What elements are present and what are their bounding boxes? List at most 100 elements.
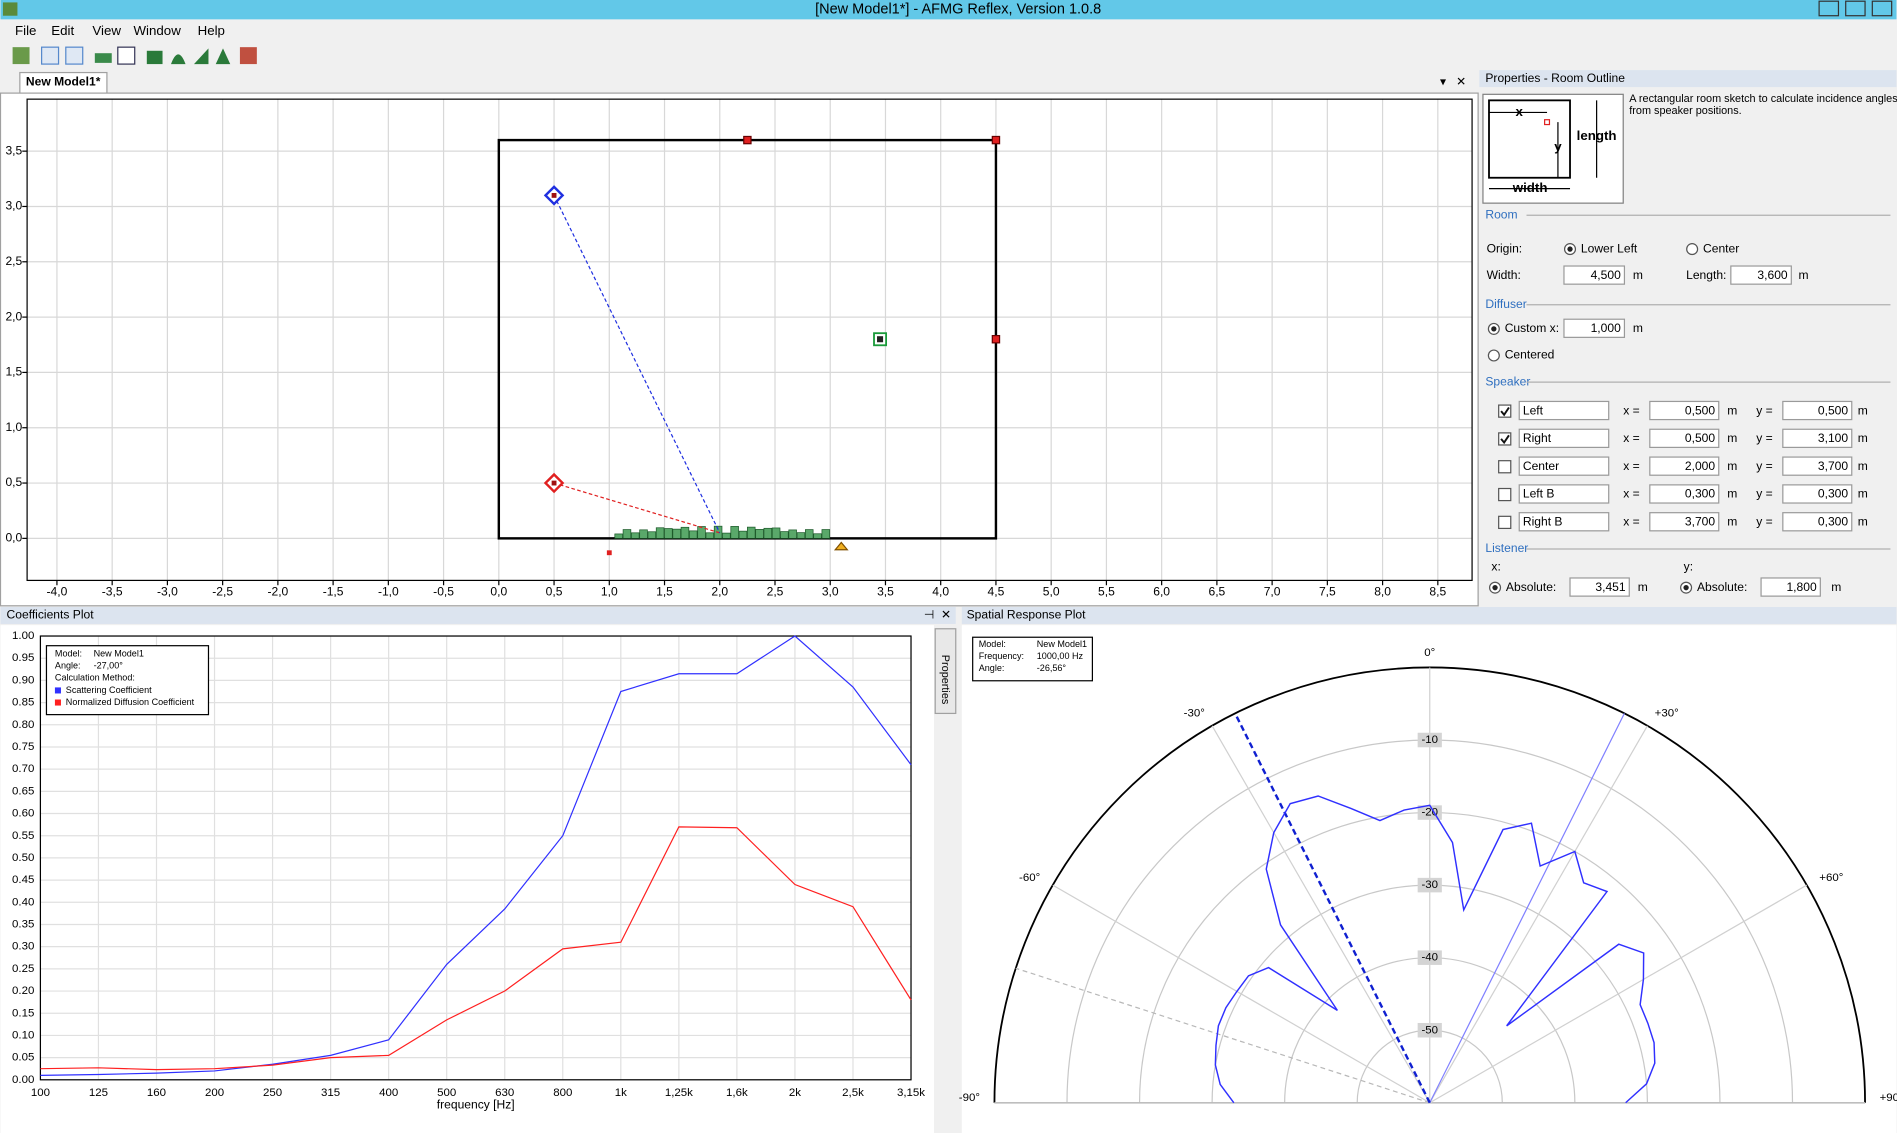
input-value[interactable]: 0,500: [1818, 403, 1849, 417]
menu-item[interactable]: Edit: [51, 23, 74, 38]
diffuser-element: [639, 529, 648, 539]
info-text: Angle:: [55, 661, 81, 671]
radio-label[interactable]: Lower Left: [1581, 241, 1638, 255]
radio-button[interactable]: [1686, 243, 1699, 256]
tool-button[interactable]: [65, 46, 84, 65]
input-value[interactable]: Right: [1523, 431, 1552, 445]
ring-label: -50: [1421, 1024, 1438, 1036]
text-input[interactable]: [1782, 400, 1853, 421]
y-tick-label: 1.00: [12, 630, 34, 642]
menu-item[interactable]: Window: [134, 23, 182, 38]
input-value[interactable]: 2,000: [1685, 459, 1716, 473]
diffuser-position[interactable]: [606, 550, 612, 556]
input-value[interactable]: 0,500: [1685, 403, 1716, 417]
sketch-diffuser: [1544, 119, 1551, 126]
radio-label[interactable]: Absolute:: [1697, 580, 1747, 594]
input-value[interactable]: Left: [1523, 403, 1544, 417]
document-tab-label[interactable]: New Model1*: [26, 74, 101, 88]
text-input[interactable]: [1518, 400, 1610, 421]
tool-button[interactable]: [41, 46, 60, 65]
text-input[interactable]: [1649, 512, 1720, 532]
text-input[interactable]: [1518, 456, 1610, 476]
text-input[interactable]: [1563, 318, 1626, 338]
pin-button[interactable]: ⊣: [924, 608, 935, 622]
tab-close[interactable]: ✕: [1456, 74, 1466, 88]
input-value[interactable]: Center: [1523, 459, 1559, 473]
text-input[interactable]: [1649, 484, 1720, 504]
tool-button[interactable]: [94, 53, 112, 63]
input-value[interactable]: 0,300: [1818, 515, 1849, 529]
tool-button[interactable]: [12, 47, 30, 65]
y-tick-label: 0.45: [12, 874, 34, 886]
text-input[interactable]: [1518, 428, 1610, 449]
text-input[interactable]: [1563, 265, 1626, 285]
y-tick-label: 2,5: [5, 254, 22, 268]
input-value[interactable]: 0,500: [1685, 431, 1716, 445]
input-value[interactable]: 3,451: [1595, 580, 1626, 594]
resize-handle[interactable]: [991, 135, 1001, 145]
x-tick-label: 1,25k: [665, 1087, 693, 1099]
input-value[interactable]: 1,000: [1591, 321, 1622, 335]
input-value[interactable]: 3,700: [1818, 459, 1849, 473]
text-input[interactable]: [1649, 428, 1720, 449]
text-input[interactable]: [1782, 456, 1853, 476]
input-value[interactable]: 1,800: [1786, 580, 1817, 594]
input-value[interactable]: 3,700: [1685, 515, 1716, 529]
tab-dropdown[interactable]: ▾: [1440, 74, 1446, 88]
tool-button[interactable]: [170, 54, 186, 65]
input-value[interactable]: Left B: [1523, 487, 1555, 501]
text-input[interactable]: [1760, 577, 1821, 597]
text-input[interactable]: [1569, 577, 1630, 597]
x-axis-label: frequency [Hz]: [437, 1097, 515, 1111]
radio-label[interactable]: Center: [1703, 241, 1739, 255]
sketch-label: x: [1516, 104, 1524, 119]
text-input[interactable]: [1649, 400, 1720, 421]
close-panel[interactable]: ✕: [941, 608, 951, 622]
text-input[interactable]: [1518, 484, 1610, 504]
tool-button[interactable]: [215, 48, 231, 65]
info-text: Calculation Method:: [55, 673, 135, 683]
side-tab-label[interactable]: Properties: [939, 655, 951, 705]
menu-item[interactable]: Help: [198, 23, 225, 38]
checkbox[interactable]: [1498, 515, 1512, 530]
radio-label[interactable]: Custom x:: [1505, 321, 1559, 335]
grid-spoke: [1211, 725, 1431, 1104]
radio-button[interactable]: [1487, 349, 1500, 362]
text-input[interactable]: [1730, 265, 1792, 285]
properties-side-tab[interactable]: [934, 628, 957, 715]
properties-title: Properties - Room Outline: [1485, 71, 1625, 85]
input-value[interactable]: 0,300: [1818, 487, 1849, 501]
y-tick-label: 0.20: [12, 985, 34, 997]
resize-handle[interactable]: [743, 135, 752, 145]
tool-button[interactable]: [117, 46, 136, 65]
text-input[interactable]: [1518, 512, 1610, 532]
text-input[interactable]: [1782, 512, 1853, 532]
field-label: x =: [1623, 403, 1639, 417]
plot-frame: [26, 98, 1473, 582]
checkbox[interactable]: [1498, 460, 1512, 474]
input-value[interactable]: 4,500: [1591, 268, 1622, 282]
text-input[interactable]: [1782, 428, 1853, 449]
input-value[interactable]: 3,100: [1818, 431, 1849, 445]
radio-label[interactable]: Centered: [1505, 348, 1555, 362]
diffuser-element: [763, 527, 773, 539]
radio-label[interactable]: Absolute:: [1506, 580, 1556, 594]
text-input[interactable]: [1649, 456, 1720, 476]
maximize-button[interactable]: [1845, 0, 1866, 17]
input-value[interactable]: 3,600: [1757, 268, 1788, 282]
menu-item[interactable]: View: [92, 23, 121, 38]
y-tick-label: 0.35: [12, 919, 34, 931]
tool-button[interactable]: [239, 47, 257, 65]
close-button[interactable]: [1871, 0, 1893, 17]
field-label: x =: [1623, 459, 1639, 473]
tool-button[interactable]: [146, 50, 163, 65]
input-value[interactable]: 0,300: [1685, 487, 1716, 501]
resize-handle[interactable]: [991, 334, 1001, 344]
text-input[interactable]: [1782, 484, 1853, 504]
y-tick-label: 0.60: [12, 808, 34, 820]
menu-item[interactable]: File: [15, 23, 36, 38]
minimize-button[interactable]: [1818, 0, 1840, 17]
input-value[interactable]: Right B: [1523, 515, 1563, 529]
checkbox[interactable]: [1498, 487, 1512, 502]
angle-label: 0°: [1424, 647, 1435, 659]
